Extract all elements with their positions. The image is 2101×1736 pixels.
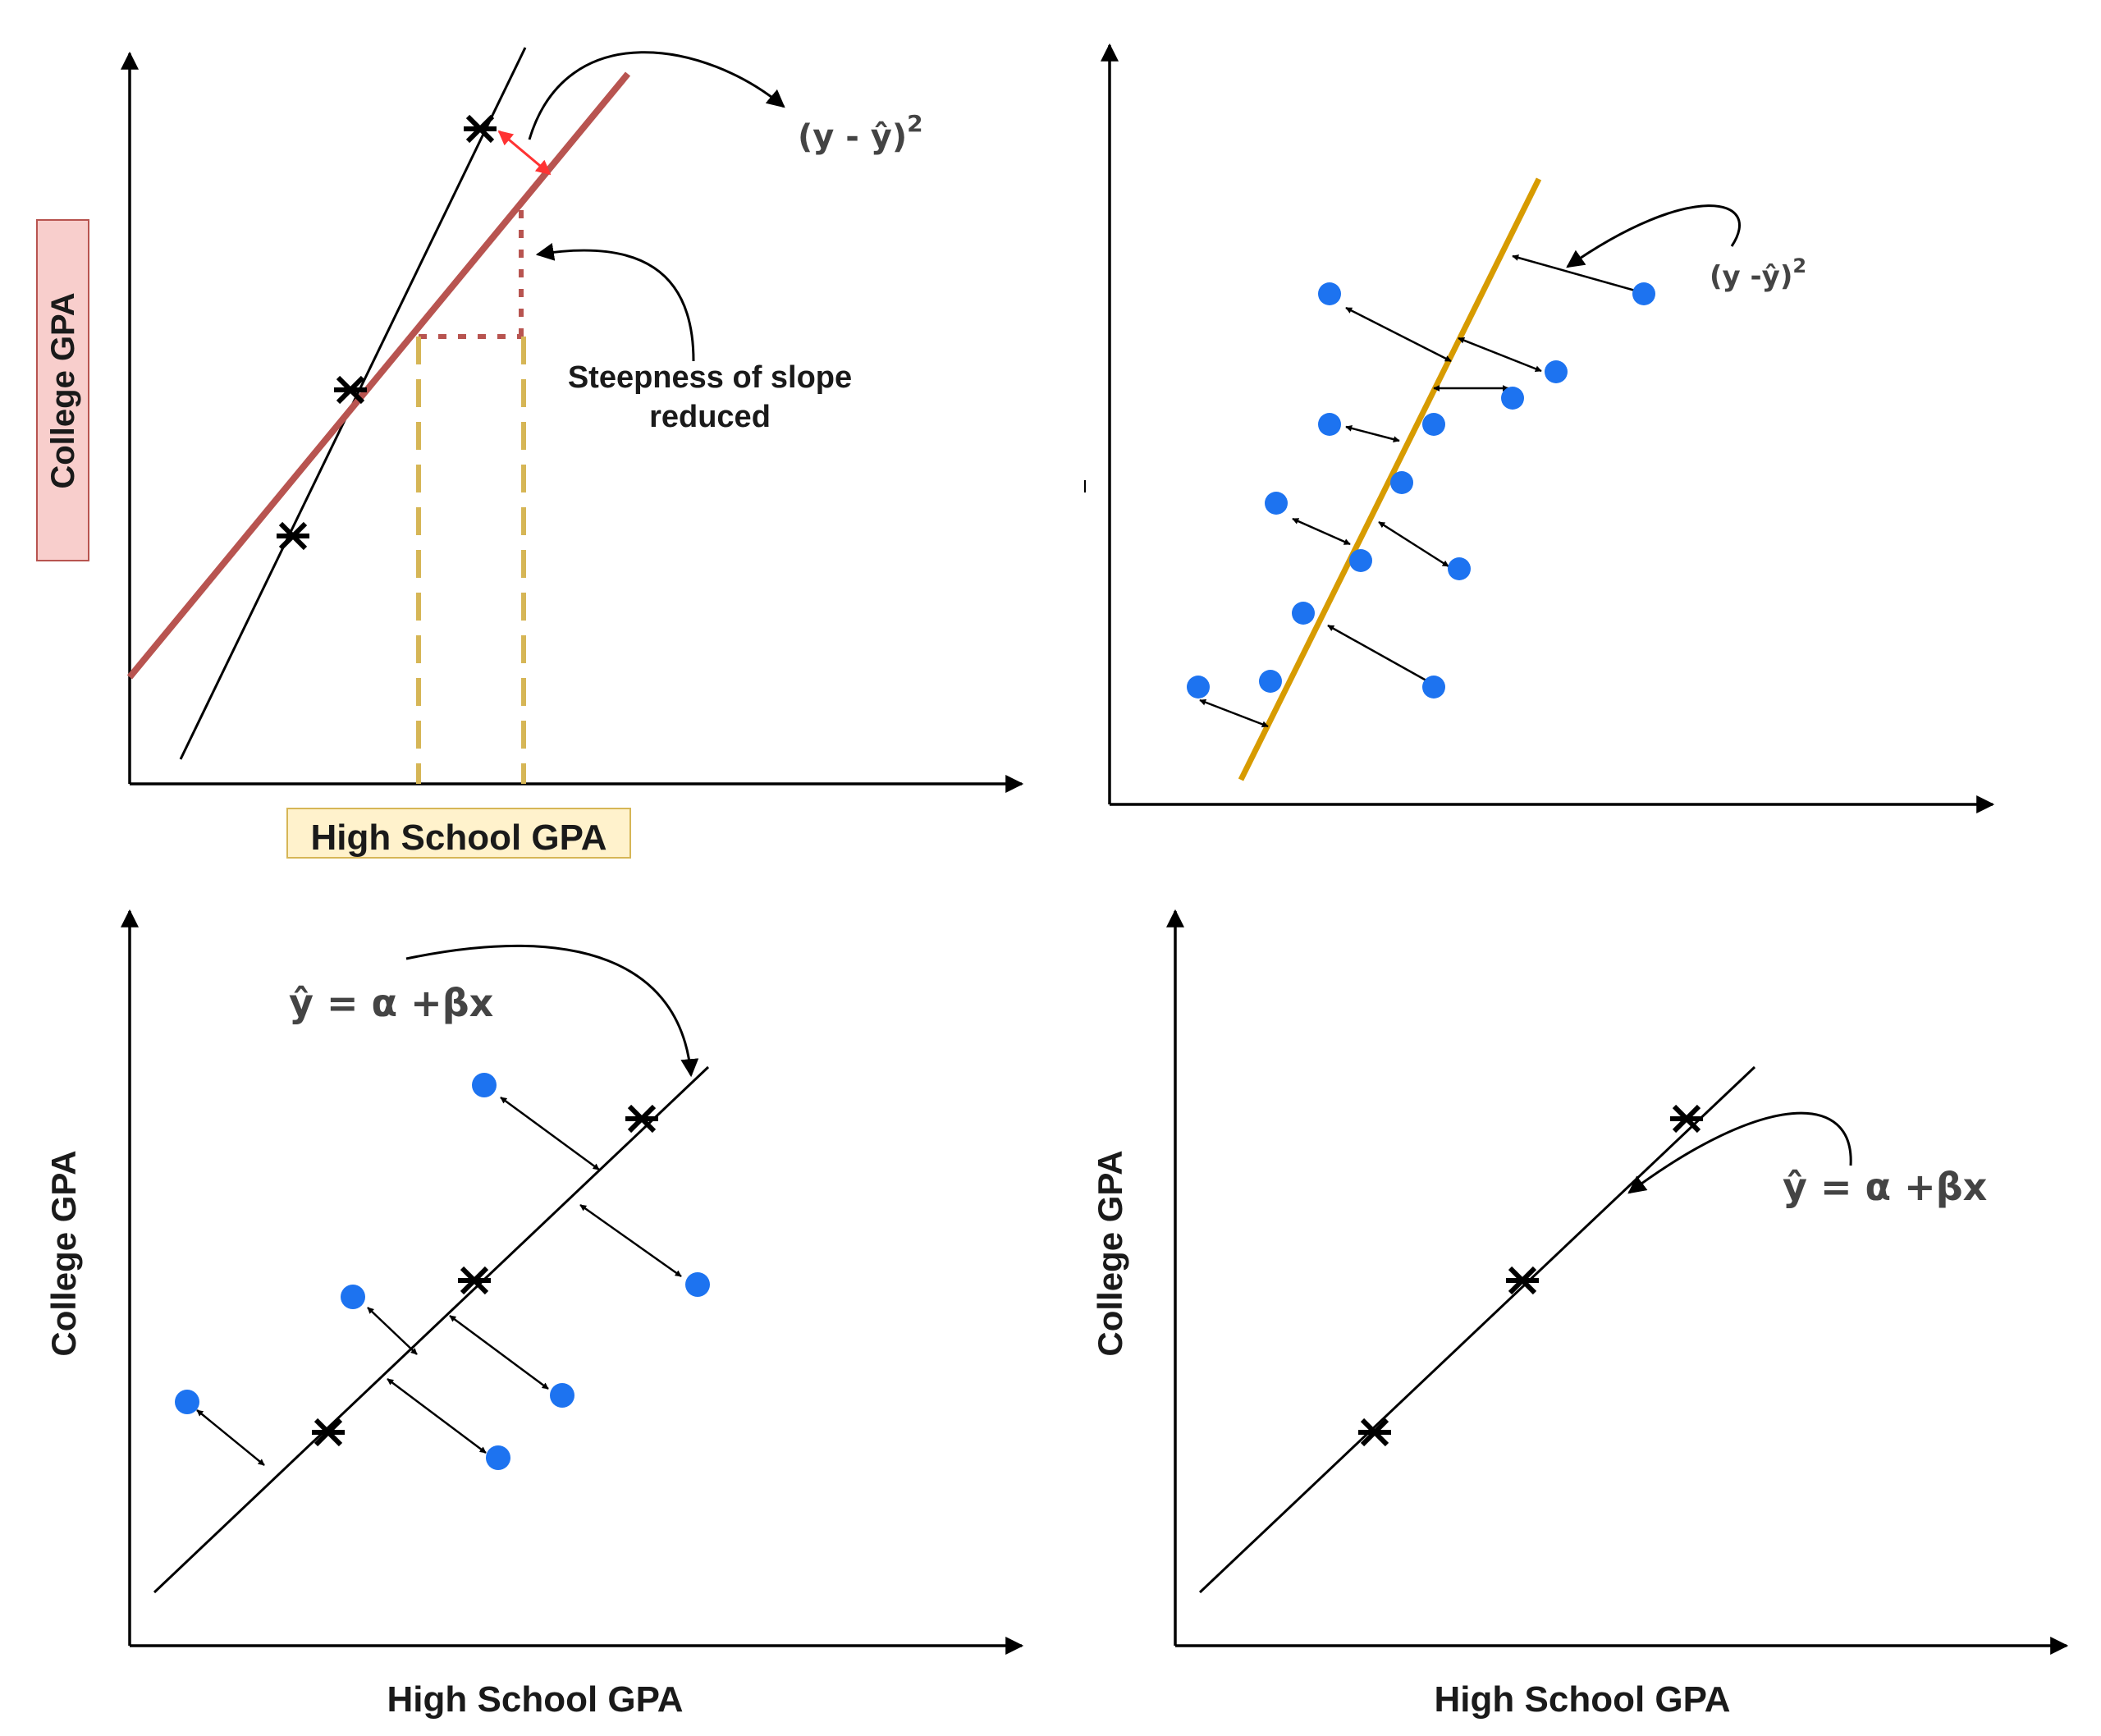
data-point [1422,676,1445,699]
data-points [175,1073,710,1470]
equation-label: ŷ = α +βx [1783,1165,1987,1209]
cross-marker-icon [1506,1266,1539,1295]
cross-marker-icon [464,114,497,144]
callout-arrow [405,944,699,1078]
data-point [1349,549,1372,572]
callout-arrow [535,243,695,362]
regression-line-red [126,71,631,680]
data-point [1187,676,1210,699]
slope-note-line1: Steepness of slope [568,360,852,395]
data-point [1265,492,1288,515]
data-point [486,1445,510,1470]
svg-text:(y -ŷ)2: (y -ŷ)2 [1710,254,1806,293]
x-axis-label: High School GPA [311,818,607,858]
data-point [472,1073,497,1097]
residual-arrows [196,1096,682,1466]
y-axis-label: College GPA [44,1150,83,1356]
cross-marker-icon [1670,1104,1703,1134]
panel-bottom-right: ŷ = α +βx College GPA High School GPA [1091,909,2069,1720]
residual-exponent: 2 [1792,254,1806,277]
data-point [1632,282,1655,305]
data-point [1422,413,1445,436]
panel-bottom-left: ŷ = α +βx College GPA High School GPA [44,909,1024,1720]
y-label-box [36,219,89,561]
residual-exponent: 2 [907,110,922,137]
cross-marker-icon [277,521,309,551]
panel-top-left: (y - ŷ)2 Steepness of slope reduced Coll… [36,47,1024,859]
data-point [1292,602,1315,625]
data-point [1318,413,1341,436]
data-point [1545,360,1568,383]
cross-marker-icon [312,1418,345,1447]
data-point [550,1383,574,1408]
data-points [1187,282,1655,699]
residual-formula: (y -ŷ) [1710,260,1792,293]
cross-marker-icon [458,1266,491,1295]
regression-line-orange [1238,177,1542,781]
residual-arrows [1199,254,1645,728]
residual-formula: (y - ŷ) [798,118,907,156]
data-point [175,1390,199,1414]
data-point [1259,670,1282,693]
svg-text:(y - ŷ)2: (y - ŷ)2 [798,110,923,156]
equation-label: ŷ = α +βx [289,981,493,1025]
slope-note-line2: reduced [649,400,771,434]
panel-top-right: (y -ŷ)2 [1084,43,1995,813]
cross-marker-icon [625,1104,658,1134]
callout-arrow [1627,1111,1852,1194]
regression-line [153,1065,710,1594]
cross-marker-icon [1358,1418,1391,1447]
data-point [1448,557,1471,580]
cross-marker-icon [334,375,367,405]
x-axis-label: High School GPA [1435,1679,1731,1720]
data-point [685,1272,710,1297]
data-point [1390,471,1413,494]
y-axis-label: College GPA [45,292,81,488]
callout-arrow [528,51,785,140]
data-point [1318,282,1341,305]
regression-line [1198,1065,1756,1594]
data-point [341,1285,365,1309]
x-axis-label: High School GPA [387,1679,684,1720]
data-point [1501,387,1524,410]
callout-arrow [1566,204,1741,268]
y-axis-label: College GPA [1091,1150,1129,1356]
residual-arrow-red [497,130,552,176]
x-label-box [286,808,631,859]
